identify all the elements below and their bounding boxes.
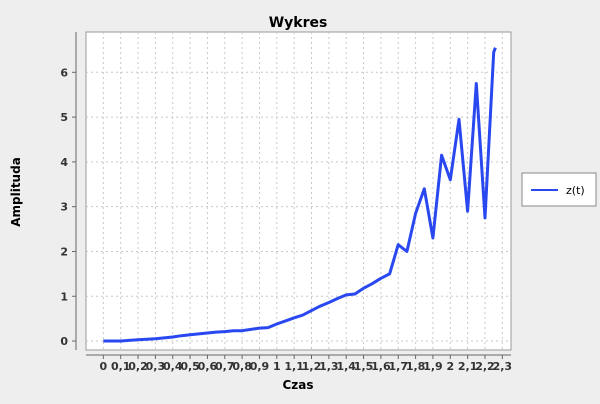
y-tick-label: 3 (60, 201, 68, 214)
x-tick-label: 1,9 (423, 360, 443, 373)
gridlines (86, 32, 511, 350)
x-tick-label: 2 (446, 360, 454, 373)
x-tick-label: 1,3 (319, 360, 339, 373)
y-tick-label: 6 (60, 66, 68, 79)
y-tick-label: 1 (60, 290, 68, 303)
y-tick-label: 4 (60, 156, 68, 169)
x-tick-label: 0,4 (163, 360, 183, 373)
axes (75, 32, 511, 356)
x-tick-label: 2,3 (493, 360, 513, 373)
x-tick-label: 1,1 (284, 360, 304, 373)
x-tick-label: 0,5 (180, 360, 200, 373)
x-tick-label: 1,2 (302, 360, 322, 373)
y-tick-label: 5 (60, 111, 68, 124)
x-tick-label: 1,4 (336, 360, 356, 373)
x-tick-label: 1 (273, 360, 281, 373)
legend: z(t) (521, 172, 597, 207)
x-tick-label: 0,7 (215, 360, 235, 373)
plot-area (85, 31, 512, 351)
series-group (103, 47, 497, 343)
x-tick-label: 1,7 (388, 360, 408, 373)
x-tick-label: 0,3 (146, 360, 166, 373)
y-tick-label: 2 (60, 245, 68, 258)
x-tick-label: 1,8 (406, 360, 426, 373)
y-tick-label: 0 (60, 335, 68, 348)
legend-label: z(t) (566, 184, 585, 197)
x-tick-label: 0,9 (250, 360, 270, 373)
y-axis-label: Amplituda (9, 157, 23, 227)
y-tick-labels: 0 1 2 3 4 5 6 (60, 66, 76, 348)
x-tick-label: 0 (100, 360, 108, 373)
x-tick-label: 1,6 (371, 360, 391, 373)
chart-title: Wykres (269, 15, 328, 31)
x-tick-label: 0,6 (198, 360, 218, 373)
x-tick-label: 1,5 (354, 360, 374, 373)
x-tick-label: 0,1 (111, 360, 131, 373)
x-tick-label: 0,8 (232, 360, 252, 373)
x-axis-label: Czas (282, 378, 313, 392)
x-tick-label: 2,1 (458, 360, 478, 373)
x-tick-label: 0,2 (128, 360, 148, 373)
x-tick-label: 2,2 (475, 360, 495, 373)
x-tick-labels: 0 0,10,20,30,40,50,60,70,80,9 1 1,11,21,31,… (100, 355, 513, 373)
series-line-z-t (103, 47, 497, 343)
